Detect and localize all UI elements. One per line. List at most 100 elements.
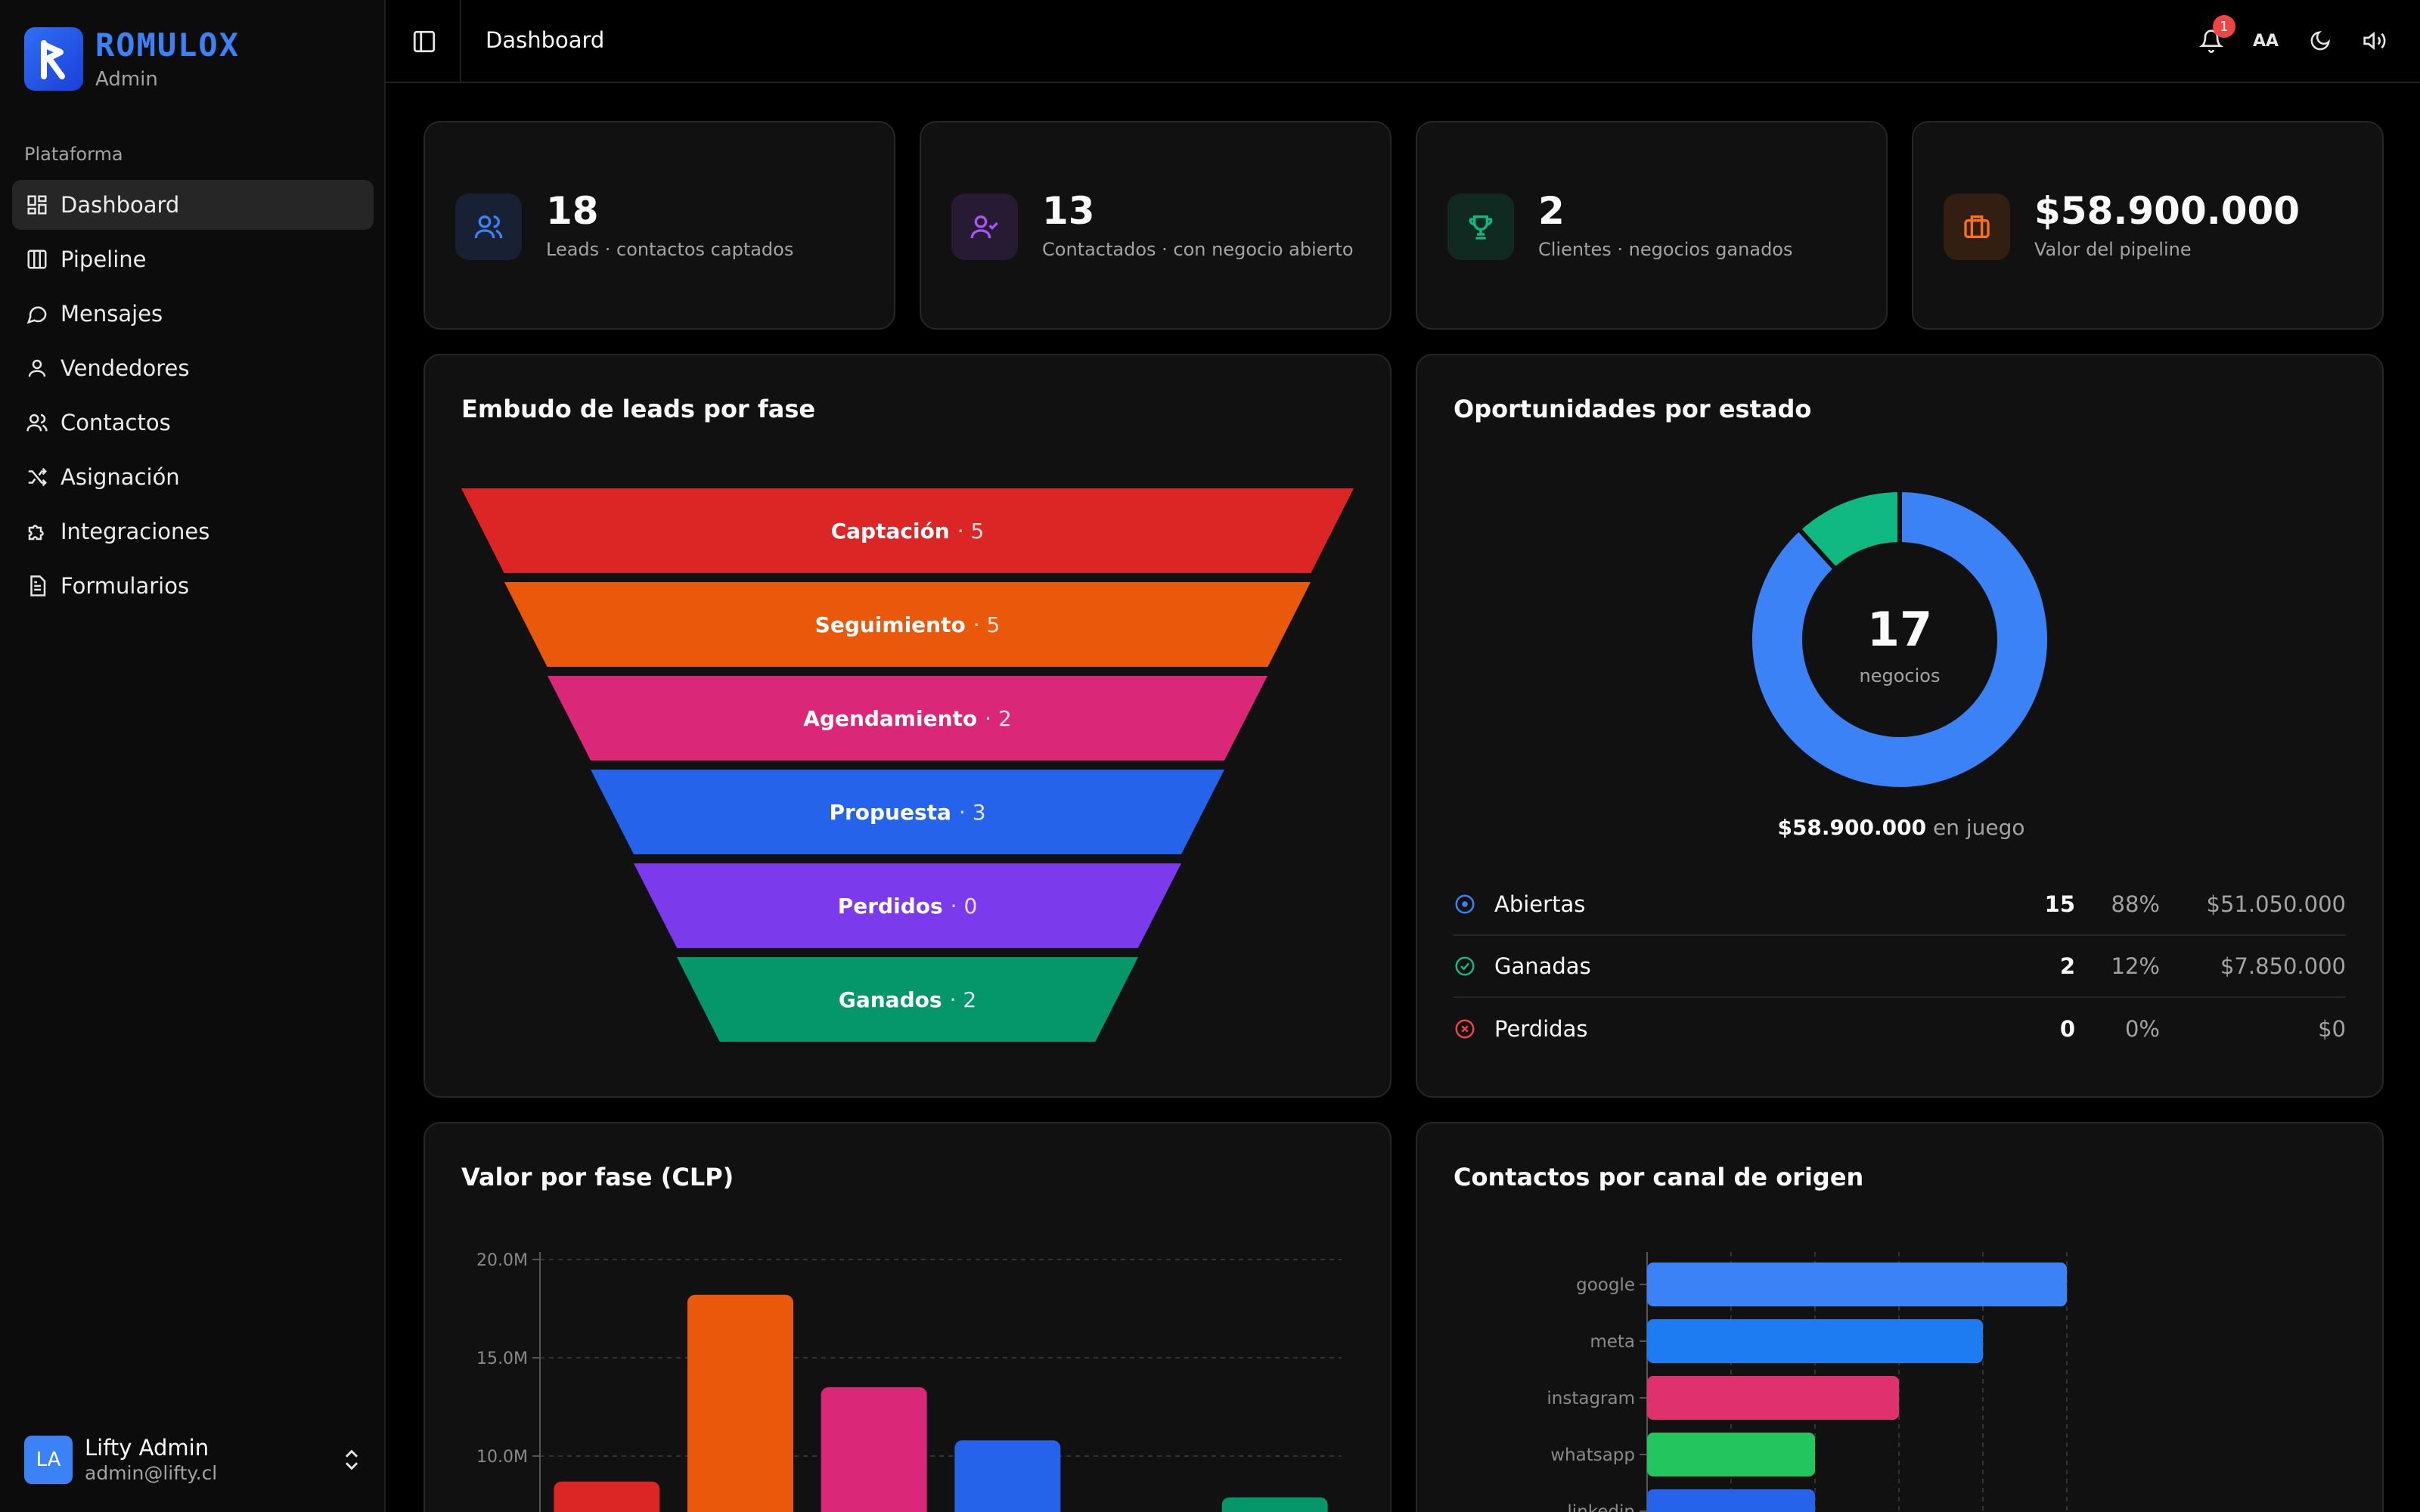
bar-propuesta[interactable] xyxy=(954,1440,1061,1512)
funnel-stage[interactable]: Captación · 5 xyxy=(461,488,1354,573)
user-email: admin@lifty.cl xyxy=(85,1462,218,1484)
bar-agendamiento[interactable] xyxy=(821,1387,927,1512)
bell-icon xyxy=(2199,29,2223,53)
funnel-stage-name: Ganados xyxy=(838,987,942,1012)
bar-seguimiento[interactable] xyxy=(687,1294,793,1512)
funnel-stage-count: · 2 xyxy=(949,987,977,1012)
opportunity-row[interactable]: Perdidas 0 0% $0 xyxy=(1454,998,2346,1060)
sidebar-item-label: Contactos xyxy=(60,410,171,435)
opportunities-card: Oportunidades por estado 17 negocios $58… xyxy=(1416,354,2384,1098)
category-label: instagram xyxy=(1547,1389,1635,1408)
funnel-stage[interactable]: Perdidos · 0 xyxy=(634,863,1181,948)
theme-toggle-button[interactable] xyxy=(2305,26,2335,56)
funnel-stage-name: Captación xyxy=(830,518,950,544)
opportunity-pct: 12% xyxy=(2111,953,2160,979)
stat-value: 2 xyxy=(1538,189,1565,233)
opportunity-pct: 88% xyxy=(2111,891,2160,917)
stat-label: Leads · contactos captados xyxy=(546,239,794,260)
sidebar-item-dashboard[interactable]: Dashboard xyxy=(12,180,374,230)
donut-total: 17 xyxy=(1867,602,1932,657)
funnel-stage[interactable]: Propuesta · 3 xyxy=(591,770,1224,854)
opportunity-name: Perdidas xyxy=(1494,1016,1588,1042)
opportunity-pct: 0% xyxy=(2124,1016,2160,1042)
topbar-divider xyxy=(460,0,461,83)
user-name: Lifty Admin xyxy=(85,1435,209,1461)
stat-card-pipeline-value: $58.900.000 Valor del pipeline xyxy=(1912,121,2384,330)
stat-card-leads: 18 Leads · contactos captados xyxy=(424,121,895,330)
sidebar-item-vendedores[interactable]: Vendedores xyxy=(12,343,374,393)
card-title: Contactos por canal de origen xyxy=(1454,1163,1864,1191)
sidebar: ROMULOX Admin Plataforma Dashboard Pipel… xyxy=(0,0,386,1512)
opportunity-amount: $0 xyxy=(2318,1016,2346,1042)
user-menu[interactable]: LA Lifty Admin admin@lifty.cl xyxy=(24,1435,365,1484)
sidebar-item-label: Integraciones xyxy=(60,519,210,544)
stat-value: $58.900.000 xyxy=(2034,189,2301,233)
contacts-by-channel-chart: google meta instagram whatsapp linkedin xyxy=(1547,1252,2068,1512)
value-by-phase-chart: 20.0M 15.0M 10.0M xyxy=(476,1251,1342,1512)
sidebar-toggle-icon[interactable] xyxy=(411,29,437,54)
sound-button[interactable] xyxy=(2360,26,2390,56)
contacts-by-channel-card: Contactos por canal de origen google meta… xyxy=(1416,1122,2384,1512)
y-tick-label: 10.0M xyxy=(476,1448,528,1467)
font-size-button[interactable]: AA xyxy=(2251,26,2281,56)
opportunity-amount: $51.050.000 xyxy=(2206,891,2347,917)
funnel-card: Embudo de leads por fase Captación · 5 S… xyxy=(424,354,1392,1098)
opportunity-count: 2 xyxy=(2059,953,2075,979)
shuffle-icon xyxy=(28,467,48,487)
funnel-stage[interactable]: Seguimiento · 5 xyxy=(504,582,1311,667)
puzzle-icon xyxy=(28,525,44,541)
bar-google[interactable] xyxy=(1647,1263,2067,1306)
sidebar-item-label: Pipeline xyxy=(60,246,147,272)
stat-label: Clientes · negocios ganados xyxy=(1538,239,1793,260)
donut-total-label: negocios xyxy=(1860,665,1941,686)
amount-value: $58.900.000 xyxy=(1777,815,1927,840)
dashboard-icon xyxy=(27,195,47,215)
sidebar-item-label: Asignación xyxy=(60,464,180,490)
funnel-stage-count: · 5 xyxy=(973,612,1001,637)
columns-icon xyxy=(27,249,47,269)
opportunity-amount: $7.850.000 xyxy=(2220,953,2346,979)
funnel-stage-name: Seguimiento xyxy=(814,612,966,637)
bar-linkedin[interactable] xyxy=(1647,1489,1815,1512)
donut-slice-ganadas[interactable] xyxy=(1795,487,1902,573)
card-title: Valor por fase (CLP) xyxy=(461,1163,734,1191)
category-label: whatsapp xyxy=(1550,1445,1635,1465)
stat-value: 18 xyxy=(546,189,599,233)
sidebar-item-integraciones[interactable]: Integraciones xyxy=(12,507,374,556)
stat-value: 13 xyxy=(1042,189,1095,233)
sidebar-item-formularios[interactable]: Formularios xyxy=(12,561,374,611)
opportunity-name: Ganadas xyxy=(1494,953,1591,979)
chevrons-up-down-icon[interactable] xyxy=(339,1447,365,1473)
funnel-stage[interactable]: Agendamiento · 2 xyxy=(548,676,1267,761)
users-icon xyxy=(455,194,522,260)
sidebar-item-mensajes[interactable]: Mensajes xyxy=(12,289,374,339)
sidebar-nav: Dashboard Pipeline Mensajes Vendedores C… xyxy=(12,180,374,615)
stat-card-contactados: 13 Contactados · con negocio abierto xyxy=(920,121,1392,330)
briefcase-icon xyxy=(1944,194,2010,260)
sidebar-item-label: Formularios xyxy=(60,573,190,599)
funnel-stage-count: · 2 xyxy=(985,705,1012,731)
x-circle-icon xyxy=(1455,1019,1475,1039)
sidebar-item-contactos[interactable]: Contactos xyxy=(12,398,374,448)
sidebar-item-label: Dashboard xyxy=(60,192,180,218)
notification-badge: 1 xyxy=(2213,15,2235,38)
funnel-stage[interactable]: Ganados · 2 xyxy=(677,957,1138,1042)
bar-captación[interactable] xyxy=(554,1481,660,1512)
sidebar-item-label: Mensajes xyxy=(60,301,163,327)
volume-icon xyxy=(2363,31,2386,51)
brand[interactable]: ROMULOX Admin xyxy=(24,27,240,91)
bar-meta[interactable] xyxy=(1647,1319,1983,1363)
bar-whatsapp[interactable] xyxy=(1647,1433,1815,1476)
donut-slice-abiertas[interactable] xyxy=(1748,487,2052,792)
bar-ganados[interactable] xyxy=(1221,1497,1328,1512)
sidebar-item-pipeline[interactable]: Pipeline xyxy=(12,234,374,284)
opportunity-row[interactable]: Abiertas 15 88% $51.050.000 xyxy=(1454,874,2346,936)
users-icon xyxy=(28,359,46,377)
stat-card-clientes: 2 Clientes · negocios ganados xyxy=(1416,121,1888,330)
funnel-stage-count: · 0 xyxy=(950,893,978,919)
bar-instagram[interactable] xyxy=(1647,1376,1899,1420)
opportunity-row[interactable]: Ganadas 2 12% $7.850.000 xyxy=(1454,936,2346,998)
amount-in-play: $58.900.000 en juego xyxy=(1417,815,2385,840)
sidebar-item-asignacion[interactable]: Asignación xyxy=(12,452,374,502)
notifications-button[interactable]: 1 xyxy=(2196,15,2235,56)
